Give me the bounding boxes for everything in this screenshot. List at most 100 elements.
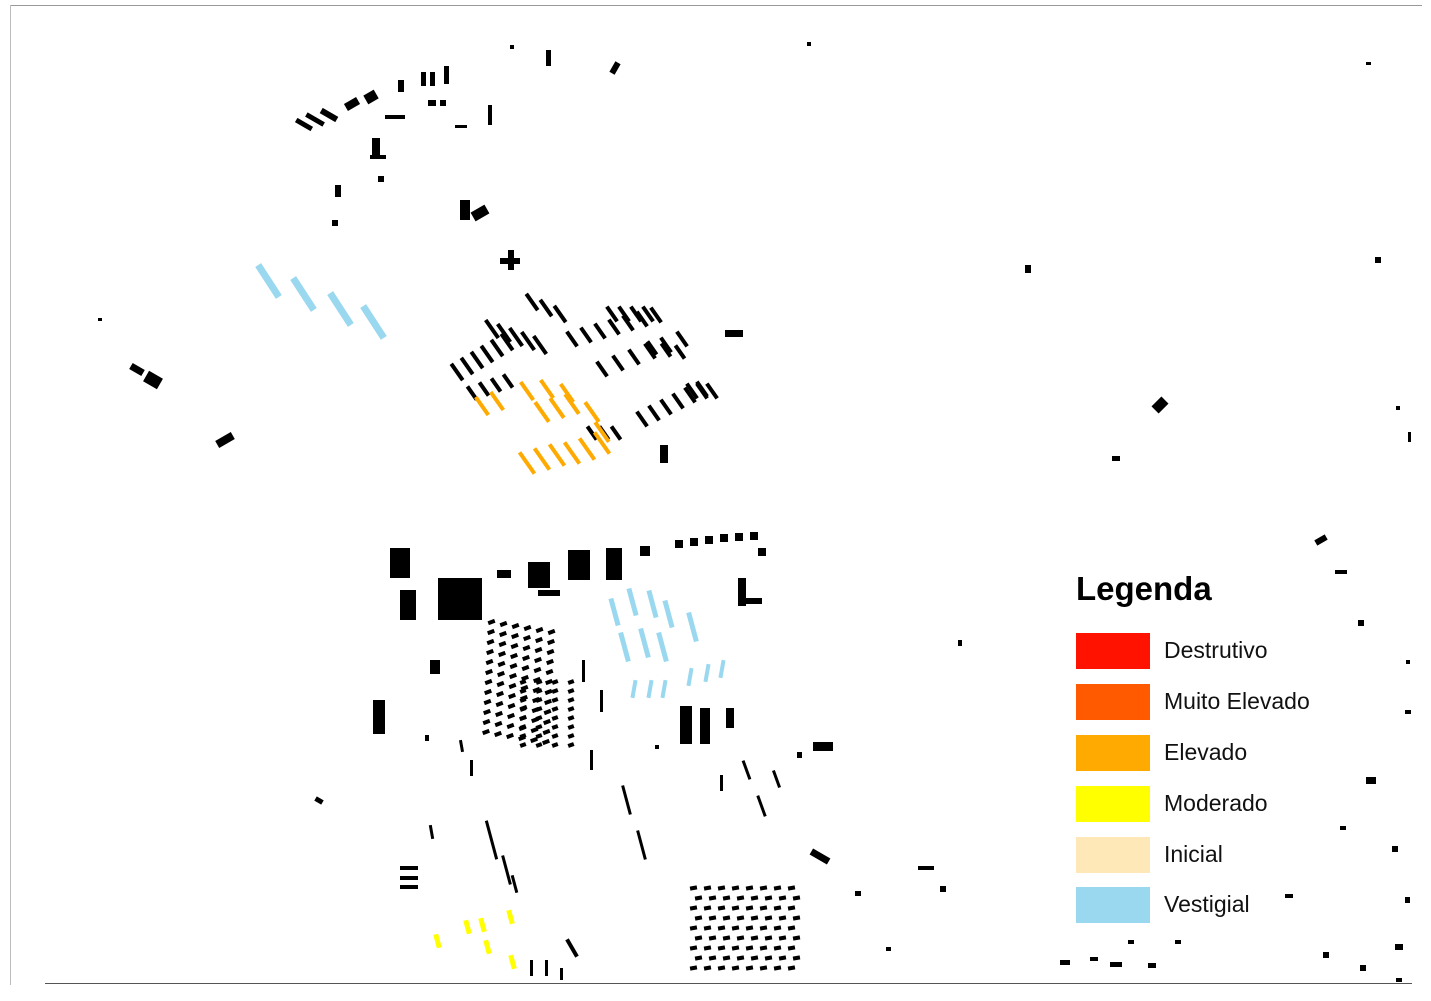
building — [717, 945, 726, 951]
building — [510, 874, 519, 894]
building — [521, 664, 530, 672]
building — [482, 728, 490, 736]
building — [545, 960, 548, 976]
building — [314, 796, 324, 805]
building — [1405, 897, 1410, 903]
building-elevado — [577, 437, 597, 461]
building — [745, 925, 754, 931]
building-vestigial — [608, 597, 621, 627]
building — [773, 885, 782, 891]
building — [521, 674, 529, 682]
building — [689, 925, 698, 931]
building — [523, 624, 532, 632]
building — [1323, 952, 1329, 958]
map-border-top — [10, 5, 1422, 6]
building — [534, 646, 543, 654]
building-elevado — [532, 447, 552, 471]
building — [685, 382, 699, 400]
legend-swatch-moderado — [1076, 786, 1150, 822]
building — [855, 891, 861, 896]
building — [773, 945, 782, 951]
building-vestigial — [290, 276, 317, 312]
building-elevado — [583, 401, 601, 423]
building — [1375, 257, 1381, 263]
building — [489, 338, 505, 358]
building — [703, 885, 712, 891]
building-elevado — [489, 390, 505, 412]
building — [792, 895, 801, 901]
building — [497, 570, 511, 578]
building — [547, 638, 555, 646]
building — [421, 72, 426, 86]
building — [129, 362, 145, 377]
building — [533, 676, 541, 684]
building — [506, 732, 514, 740]
building — [510, 45, 514, 49]
building — [629, 305, 643, 323]
building — [655, 745, 659, 749]
building — [551, 724, 559, 730]
building — [600, 690, 603, 712]
building — [680, 706, 692, 744]
building — [705, 536, 713, 544]
building — [764, 895, 773, 901]
building — [787, 885, 796, 891]
legend-item-elevado: Elevado — [1076, 735, 1366, 771]
building — [764, 915, 773, 921]
building — [590, 750, 593, 770]
building-vestigial — [327, 291, 354, 327]
building — [567, 733, 575, 739]
building — [649, 306, 663, 324]
building — [484, 318, 500, 340]
building — [372, 138, 380, 158]
building — [694, 895, 703, 901]
building — [1406, 660, 1410, 664]
building-vestigial — [686, 611, 699, 643]
legend-item-inicial: Inicial — [1076, 837, 1366, 873]
building — [535, 742, 543, 748]
building — [1110, 962, 1122, 967]
building — [509, 662, 518, 670]
building — [373, 700, 385, 734]
building-elevado — [517, 451, 537, 475]
building — [519, 742, 527, 748]
building-vestigial — [662, 599, 675, 629]
building — [797, 752, 802, 758]
building — [459, 356, 475, 376]
building — [738, 578, 746, 606]
building — [506, 722, 515, 730]
building — [1366, 62, 1371, 65]
building-elevado — [548, 397, 566, 419]
building-elevado — [474, 395, 490, 417]
building — [595, 360, 609, 378]
building — [627, 348, 641, 366]
building — [485, 668, 493, 676]
building — [487, 628, 495, 636]
building — [689, 905, 698, 911]
building — [640, 546, 650, 556]
building — [484, 678, 493, 686]
building — [494, 720, 503, 728]
building — [400, 876, 418, 880]
building — [551, 742, 559, 748]
building — [428, 824, 435, 840]
building — [1151, 396, 1169, 414]
building — [510, 642, 519, 650]
building — [1340, 826, 1346, 830]
building-vestigial — [626, 587, 639, 617]
building — [582, 660, 585, 682]
building — [482, 718, 491, 726]
building — [695, 382, 709, 400]
map-border-left — [10, 5, 11, 985]
building — [792, 935, 801, 941]
building — [593, 322, 607, 340]
building — [745, 905, 754, 911]
building — [519, 679, 527, 685]
building-moderado — [483, 939, 492, 955]
building — [694, 915, 703, 921]
legend-title: Legenda — [1076, 570, 1212, 607]
legend-label-vestigial: Vestigial — [1164, 891, 1250, 917]
building — [635, 410, 649, 428]
building — [1090, 957, 1098, 961]
building — [759, 905, 768, 911]
